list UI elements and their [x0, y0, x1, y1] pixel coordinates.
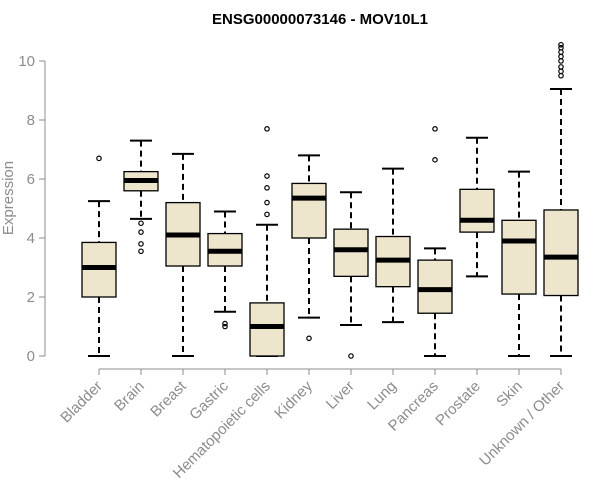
chart-title: ENSG00000073146 - MOV10L1	[212, 11, 428, 28]
outlier-point	[264, 199, 270, 206]
box-group	[123, 139, 159, 255]
y-axis-label: Expression	[0, 161, 17, 235]
y-tick-label: 10	[18, 53, 35, 70]
x-tick-label: Breast	[147, 377, 190, 420]
box-iqr	[501, 219, 537, 295]
box-iqr	[291, 182, 327, 239]
box-group	[543, 41, 579, 357]
outlier-point	[348, 353, 354, 359]
box-iqr	[459, 188, 495, 233]
outlier-point	[222, 323, 228, 330]
outlier-point	[558, 41, 564, 48]
outlier-point	[264, 211, 270, 218]
x-tick-label: Liver	[323, 378, 358, 413]
x-tick-label: Kidney	[271, 377, 316, 422]
outlier-point	[138, 220, 144, 227]
outlier-point	[558, 64, 564, 70]
x-tick-label: Skin	[493, 378, 526, 411]
outlier-point	[264, 126, 270, 132]
plot-area	[81, 41, 579, 359]
box-group	[81, 155, 117, 357]
outlier-point	[264, 185, 270, 191]
outlier-point	[138, 229, 144, 235]
x-tick-label: Prostate	[432, 378, 484, 430]
outlier-point	[222, 320, 228, 327]
box-iqr	[249, 302, 285, 357]
y-tick-label: 0	[27, 348, 35, 365]
box-iqr	[417, 259, 453, 314]
y-tick-label: 8	[27, 112, 35, 129]
outlier-point	[96, 155, 102, 162]
outlier-point	[558, 49, 564, 55]
box-group	[333, 191, 369, 359]
box-group	[207, 210, 243, 330]
box-iqr	[333, 228, 369, 277]
outlier-point	[558, 68, 564, 75]
outlier-point	[558, 58, 564, 64]
box-group	[375, 167, 411, 324]
outlier-point	[138, 248, 144, 255]
y-axis: 0 2 4 6 8 10	[18, 53, 46, 365]
outlier-point	[138, 241, 144, 247]
outlier-point	[264, 173, 270, 179]
outlier-point	[558, 72, 564, 79]
y-tick-label: 2	[27, 289, 35, 306]
box-group	[459, 136, 495, 278]
x-tick-label: Bladder	[57, 378, 106, 427]
outlier-point	[432, 157, 438, 163]
box-group	[165, 152, 201, 357]
outlier-point	[432, 126, 438, 132]
box-group	[249, 126, 285, 357]
box-group	[501, 170, 537, 357]
x-tick-label: Lung	[364, 378, 400, 414]
outlier-point	[558, 44, 564, 51]
outlier-point	[306, 335, 312, 342]
x-tick-label: Brain	[111, 378, 148, 415]
outlier-point	[558, 53, 564, 60]
box-group	[417, 126, 453, 357]
y-tick-label: 6	[27, 171, 35, 188]
box-group	[291, 154, 327, 342]
y-tick-label: 4	[27, 230, 35, 247]
box-iqr	[543, 209, 579, 297]
